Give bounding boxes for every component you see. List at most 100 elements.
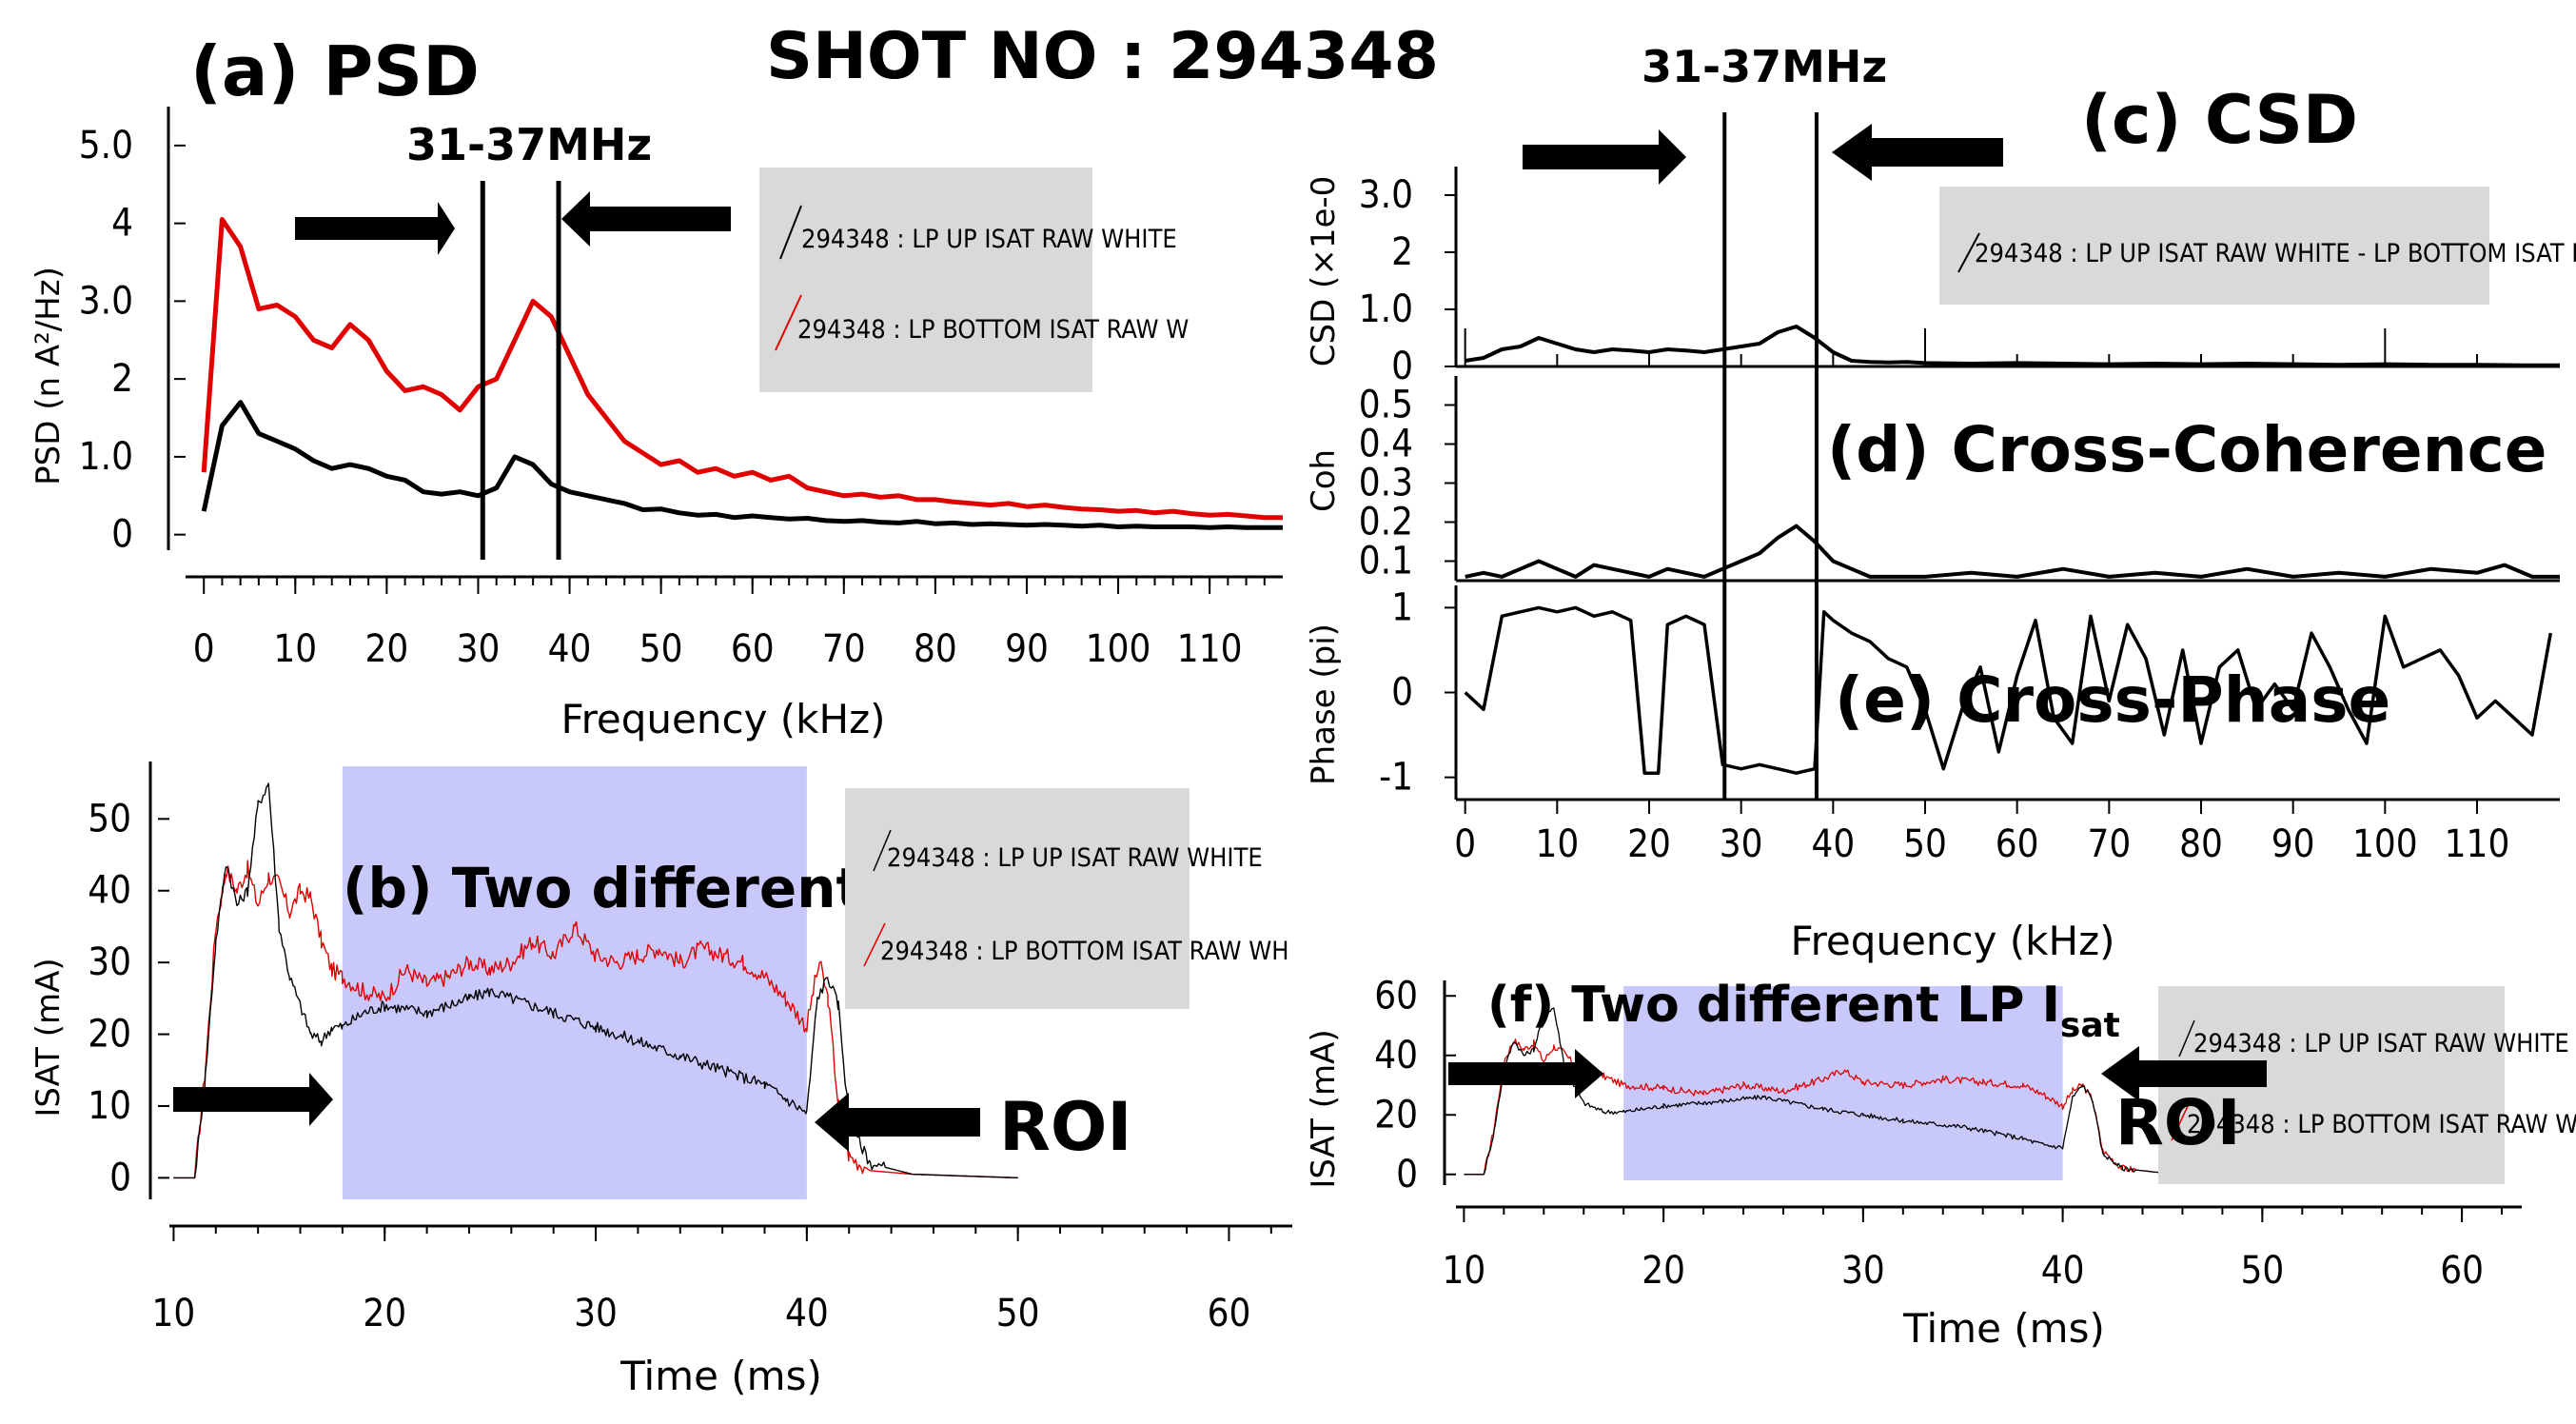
- panel-f-legend-swatch-1: [2171, 1103, 2190, 1141]
- panel-f-arrow-left: [2101, 1046, 2267, 1101]
- panel-b-roi-label: ROI: [999, 1088, 1131, 1166]
- panel-a-legend-entry-1: 294348 : LP BOTTOM ISAT RAW W: [797, 315, 1189, 345]
- panel-a-ytick-label: 0: [111, 513, 133, 557]
- panel-e-ytick-label: -1: [1379, 756, 1413, 800]
- panel-a-band-label: 31-37MHz: [406, 119, 652, 170]
- panel-a-title: (a) PSD: [190, 31, 480, 111]
- panel-f-ytick-label: 20: [1374, 1093, 1418, 1137]
- panel-cde-band-lines: [1722, 112, 1819, 800]
- panel-f: 0 20 40 60 10 20 30 40 50 60 (f) Two different LP…: [1305, 974, 2576, 1352]
- panel-f-arrow-right: [1448, 1049, 1603, 1098]
- panel-c-arrow-right: [1523, 129, 1686, 185]
- panel-a-legend-entry-0: 294348 : LP UP ISAT RAW WHITE: [801, 225, 1177, 254]
- panel-e-title: (e) Cross-Phase: [1835, 663, 2390, 737]
- panel-f-xtick-label: 60: [2440, 1249, 2484, 1293]
- panel-a-xtick-label: 60: [731, 627, 775, 671]
- panel-f-xtick-label: 40: [2041, 1249, 2085, 1293]
- panel-b-series-red: [173, 860, 1018, 1179]
- panel-f-series-black: [1464, 1007, 2263, 1176]
- panel-d-series-black: [1465, 524, 2560, 579]
- panel-f-ylabel: ISAT (mA): [1305, 1029, 1343, 1188]
- panel-a-plot: 0 1.0 2 3.0 4 5.0 0 10 20 30 40 50 60 70 80 90 100 110: [79, 107, 1283, 671]
- panel-a-xtick-label: 20: [364, 627, 408, 671]
- panel-a-xtick-label: 0: [193, 627, 215, 671]
- panel-e-xtick-label: 0: [1454, 822, 1476, 866]
- panel-b-xtick-label: 40: [785, 1292, 829, 1335]
- panel-a-legend-box: [759, 168, 1092, 392]
- panel-a-arrow-left: [561, 191, 731, 247]
- panel-a-ytick-label: 4: [111, 202, 133, 246]
- panel-d-ytick-label: 0.3: [1359, 462, 1413, 505]
- panel-b-ytick-label: 40: [88, 869, 131, 913]
- panel-a-arrow-right: [295, 202, 455, 255]
- panel-b-ytick-label: 30: [88, 940, 131, 984]
- panel-a-ytick-label: 2: [111, 357, 133, 401]
- panel-e-xtick-label: 100: [2352, 822, 2418, 866]
- panel-f-roi: [1623, 986, 2063, 1180]
- panel-a-ylabel: PSD (n A²/Hz): [29, 267, 68, 485]
- panel-a-xtick-label: 90: [1005, 627, 1049, 671]
- panel-e-xtick-label: 30: [1720, 822, 1763, 866]
- panel-a-xtick-label: 50: [639, 627, 683, 671]
- panel-e-xtick-label: 90: [2271, 822, 2315, 866]
- panel-f-xlabel: Time (ms): [1902, 1305, 2105, 1352]
- panel-b-ytick-label: 50: [88, 797, 131, 841]
- panel-d-ytick-label: 0.1: [1359, 540, 1413, 583]
- panel-c-series-black: [1465, 325, 2560, 367]
- panel-c-ytick-label: 2: [1391, 230, 1413, 274]
- panel-f-title: (f) Two different LP Isat: [1487, 977, 2120, 1045]
- panel-b-legend-swatch-1: [863, 922, 886, 967]
- panel-b-ytick-label: 20: [88, 1013, 131, 1057]
- panel-b-plot: 0 10 20 30 40 50 10 20 30 40 50 60: [88, 761, 1292, 1335]
- panel-a-legend: 294348 : LP UP ISAT RAW WHITE 294348 : L…: [759, 168, 1189, 392]
- panel-a-series-red: [201, 217, 1283, 521]
- panel-a-ytick-label: 1.0: [79, 435, 133, 479]
- panel-a-xtick-label: 110: [1177, 627, 1243, 671]
- panel-b-xtick-label: 20: [363, 1292, 406, 1335]
- panel-b-legend-entry-0: 294348 : LP UP ISAT RAW WHITE: [887, 843, 1263, 873]
- panel-e-xtick-label: 20: [1627, 822, 1671, 866]
- panel-c-legend-entry-0: 294348 : LP UP ISAT RAW WHITE - LP BOTTO…: [1975, 239, 2576, 268]
- panel-c-ylabel: CSD (×1e-0: [1305, 176, 1343, 367]
- panel-e-xtick-label: 70: [2087, 822, 2131, 866]
- panel-f-roi-label: ROI: [2115, 1086, 2240, 1159]
- panel-a-xtick-label: 80: [914, 627, 957, 671]
- panel-d-ytick-label: 0.5: [1359, 384, 1413, 427]
- panel-e-xtick-label: 40: [1811, 822, 1855, 866]
- panel-e-series-black: [1464, 605, 2553, 775]
- panel-d-ylabel: Coh: [1305, 449, 1343, 512]
- panel-a-xtick-label: 30: [457, 627, 501, 671]
- panel-a: (a) PSD 0 1.0 2 3.0 4 5.0 0 10 20 30 40 50 60 70 80 90 1…: [29, 31, 1283, 742]
- panel-f-xtick-label: 50: [2240, 1249, 2284, 1293]
- panel-d-ytick-label: 0.4: [1359, 423, 1413, 466]
- panel-f-xtick-label: 20: [1642, 1249, 1685, 1293]
- panel-b-legend-entry-1: 294348 : LP BOTTOM ISAT RAW WH: [880, 937, 1289, 966]
- panel-e-xtick-label: 60: [1996, 822, 2039, 866]
- panel-f-ytick-label: 0: [1396, 1153, 1418, 1197]
- panel-a-ytick-label: 3.0: [79, 279, 133, 323]
- panel-e-xtick-label: 50: [1903, 822, 1947, 866]
- panel-f-legend-entry-1: 294348 : LP BOTTOM ISAT RAW WH: [2187, 1110, 2576, 1139]
- panel-f-xtick-label: 10: [1442, 1249, 1485, 1293]
- panel-b-xtick-label: 50: [996, 1292, 1040, 1335]
- panel-b-ylabel: ISAT (mA): [29, 958, 68, 1117]
- panel-c-band-label: 31-37MHz: [1642, 41, 1887, 92]
- panel-a-xtick-label: 10: [273, 627, 317, 671]
- panel-f-xtick-label: 30: [1841, 1249, 1885, 1293]
- panel-d-ytick-label: 0.2: [1359, 501, 1413, 544]
- panel-b-ytick-label: 10: [88, 1084, 131, 1128]
- panel-a-legend-swatch-1: [775, 294, 802, 351]
- shot-title: SHOT NO : 294348: [766, 19, 1439, 94]
- panel-e-xtick-label: 110: [2445, 822, 2510, 866]
- panel-e-xlabel: Frequency (kHz): [1790, 918, 2114, 964]
- panel-c-ytick-label: 0: [1391, 345, 1413, 388]
- panel-b-legend-box: [845, 788, 1190, 1009]
- panel-e-ytick-label: 1: [1391, 585, 1413, 629]
- panel-e-xtick-label: 10: [1535, 822, 1579, 866]
- panel-b-roi: [342, 766, 807, 1199]
- panel-c-title: (c) CSD: [2081, 81, 2358, 159]
